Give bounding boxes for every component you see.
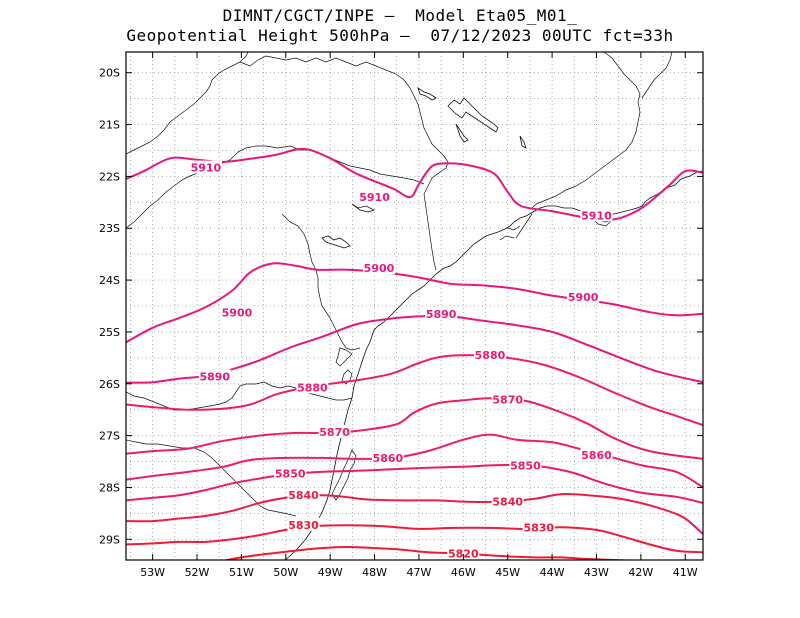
x-tick-label: 52W <box>185 566 210 579</box>
contour-5830 <box>126 524 703 554</box>
reservoir-outline <box>321 203 376 249</box>
x-tick-label: 49W <box>318 566 343 579</box>
reservoir-outline <box>417 87 527 149</box>
contour-label-5880: 5880 <box>297 381 328 394</box>
contour-label-5860: 5860 <box>581 449 612 462</box>
contour-labels: 5910 5910 5910 5900 5900 5900 5890 5890 5880 5880… <box>189 160 613 560</box>
bay-outline <box>499 213 533 241</box>
contour-label-bg <box>580 208 613 222</box>
contour-5850 <box>126 463 703 504</box>
contour-label-5850: 5850 <box>275 467 306 480</box>
y-tick-label: 29S <box>99 533 120 546</box>
contour-label-5840: 5840 <box>288 489 319 502</box>
contour-label-5890: 5890 <box>426 308 457 321</box>
contour-label-5880: 5880 <box>475 349 506 362</box>
contour-label-5890: 5890 <box>199 370 230 383</box>
contour-5870 <box>126 397 703 460</box>
contour-label-5900: 5900 <box>364 262 395 275</box>
y-tick-label: 28S <box>99 481 120 494</box>
contour-label-bg <box>567 290 600 304</box>
contour-label-5830: 5830 <box>523 521 554 534</box>
contour-label-bg <box>425 306 458 320</box>
x-tick-label: 44W <box>540 566 565 579</box>
contour-5840 <box>126 493 703 535</box>
contour-label-5910: 5910 <box>359 191 390 204</box>
contour-label-bg <box>198 369 231 383</box>
contour-5820 <box>222 546 641 560</box>
contour-label-bg <box>287 517 320 531</box>
state-border <box>126 439 297 517</box>
contour-label-bg <box>296 380 329 394</box>
contour-label-5860: 5860 <box>373 452 404 465</box>
contour-5880 <box>126 354 703 427</box>
contour-label-bg <box>491 494 524 508</box>
y-tick-label: 23S <box>99 222 120 235</box>
grid-lines <box>126 52 703 560</box>
x-tick-label: 41W <box>673 566 698 579</box>
contour-label-bg <box>580 447 613 461</box>
x-tick-label: 47W <box>407 566 432 579</box>
contour-label-bg <box>358 190 391 204</box>
contour-label-5870: 5870 <box>319 426 350 439</box>
y-tick-label: 21S <box>99 119 120 132</box>
x-tick-label: 45W <box>495 566 520 579</box>
chart-title-line2: Geopotential Height 500hPa — 07/12/2023 … <box>126 26 674 45</box>
y-tick-label: 25S <box>99 326 120 339</box>
state-border <box>423 193 437 271</box>
y-tick-label: 27S <box>99 430 120 443</box>
state-border <box>531 52 641 209</box>
y-tick-label: 26S <box>99 378 120 391</box>
y-tick-label: 22S <box>99 170 120 183</box>
x-tick-label: 48W <box>362 566 387 579</box>
contour-label-bg <box>371 450 404 464</box>
x-tick-label: 51W <box>229 566 254 579</box>
contour-label-5870: 5870 <box>492 393 523 406</box>
state-border <box>641 52 673 99</box>
x-tick-label: 42W <box>628 566 653 579</box>
axis-ticks: 53W 52W 51W 50W 49W 48W 47W 46W 45W 44W 43W 42W 41W 2… <box>99 52 703 579</box>
x-tick-label: 50W <box>273 566 298 579</box>
contour-label-5850: 5850 <box>510 460 541 473</box>
x-tick-label: 53W <box>140 566 165 579</box>
contour-label-bg <box>473 348 506 362</box>
plot-frame <box>125 51 704 561</box>
state-border <box>126 52 249 155</box>
contour-label-bg <box>189 160 222 174</box>
contour-label-bg <box>491 392 524 406</box>
contour-label-bg <box>509 458 542 472</box>
contour-label-5910: 5910 <box>191 162 222 175</box>
chart-title-line1: DIMNT/CGCT/INPE — Model Eta05_M01_ <box>222 6 578 25</box>
state-border <box>281 213 361 351</box>
contour-label-5820: 5820 <box>448 547 479 560</box>
lagoon-outline <box>335 347 353 385</box>
x-tick-label: 46W <box>451 566 476 579</box>
contour-label-bg <box>274 466 307 480</box>
contour-label-5840: 5840 <box>492 495 523 508</box>
contour-label-5900: 5900 <box>568 291 599 304</box>
state-border <box>126 145 425 229</box>
contour-label-5900: 5900 <box>222 307 253 320</box>
contour-label-bg <box>522 520 555 534</box>
contour-label-5910: 5910 <box>581 209 612 222</box>
contour-label-bg <box>220 305 253 319</box>
y-tick-label: 24S <box>99 274 120 287</box>
contour-label-5830: 5830 <box>288 519 319 532</box>
contour-label-bg <box>362 261 395 275</box>
y-tick-label: 20S <box>99 67 120 80</box>
contour-label-bg <box>318 424 351 438</box>
contour-label-bg <box>287 488 320 502</box>
x-tick-label: 43W <box>584 566 609 579</box>
contour-label-bg <box>447 546 480 560</box>
state-border <box>239 55 449 195</box>
